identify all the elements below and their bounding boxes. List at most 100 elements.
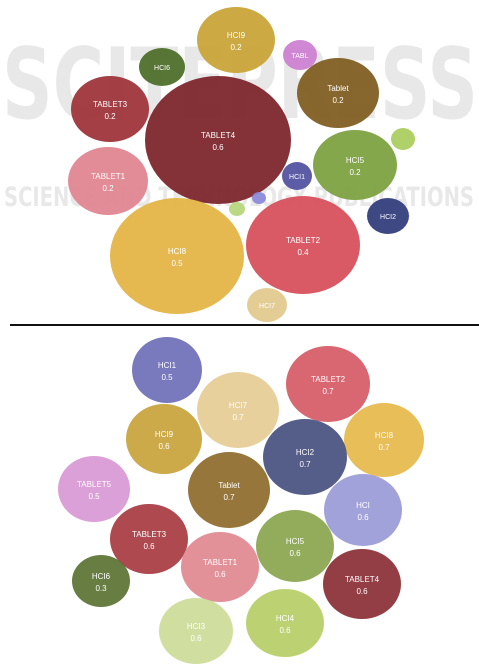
bubble-shape [159,598,233,664]
bubble-label: TABLET4 [345,575,380,584]
bubble-hci2-10: HCI2 [367,198,409,234]
bubble-shape [126,404,202,474]
bubble-hci5-8: HCI5 0.2 [313,130,397,200]
bubble-tablet3-3: TABLET3 0.2 [71,76,149,142]
bubble-shape [313,130,397,200]
bubble-shape [58,456,130,522]
bubble-value: 0.6 [212,143,224,152]
bubble-label: TABLET1 [203,558,238,567]
bubble-label: TABLET2 [286,236,321,245]
bubble-label: HCI6 [154,65,170,72]
bubble-label: HCI5 [346,156,365,165]
bubble-label: HCI1 [289,174,305,181]
bubble-value: 0.2 [104,112,116,121]
bubble-value: 0.5 [171,259,183,268]
bubble-tablet2-1: TABLET2 0.7 [286,346,370,422]
bubble-value: 0.6 [357,513,369,522]
bubble-unlabeled-11 [252,192,266,204]
bubble-shape [286,346,370,422]
bubble-hci9-3: HCI9 0.6 [126,404,202,474]
bubble-label: HCI7 [259,303,275,310]
bubble-shape [110,504,188,574]
bubble-value: 0.6 [158,442,170,451]
bubble-shape [391,128,415,150]
bubble-label: HCI5 [286,537,305,546]
bubble-label: TABLET2 [311,375,346,384]
bubble-shape [256,510,334,582]
bubble-value: 0.6 [214,570,226,579]
bubble-label: HCI8 [375,431,394,440]
bubble-hci9-0: HCI9 0.2 [197,7,275,73]
bubble-shape [367,198,409,234]
bubble-shape [246,589,324,657]
bubble-shape [324,474,402,546]
bubble-value: 0.3 [95,584,107,593]
bubble-shape [188,452,270,528]
bubble-shape [323,549,401,619]
bubble-hci1-7: HCI1 [282,162,312,190]
bubble-unlabeled-12 [229,202,245,216]
bubble-shape [263,419,347,495]
bubble-hci8-4: HCI8 0.7 [344,403,424,477]
bubble-unlabeled-9 [391,128,415,150]
bubble-tablet4-13: TABLET4 0.6 [323,549,401,619]
bubble-label: HCI4 [276,614,295,623]
bubble-value: 0.2 [230,43,242,52]
bubble-hci6-1: HCI6 [139,48,185,86]
bubble-label: Tablet [327,84,349,93]
bubble-value: 0.5 [88,492,100,501]
bubble-value: 0.7 [223,493,235,502]
bubble-value: 0.2 [349,168,361,177]
bubble-label: HCI1 [158,361,177,370]
bubble-hci7-2: HCI7 0.7 [197,372,279,448]
bubble-value: 0.6 [143,542,155,551]
bubble-tablet3-9: TABLET3 0.6 [110,504,188,574]
bubble-value: 0.5 [161,373,173,382]
bubble-value: 0.6 [279,626,291,635]
bubble-shape [197,7,275,73]
bubble-tablet1-11: TABLET1 0.6 [181,532,259,602]
bubble-value: 0.2 [332,96,344,105]
bubble-shape [71,76,149,142]
bubble-label: HCI8 [168,247,187,256]
bubble-hci2-5: HCI2 0.7 [263,419,347,495]
bubble-hci1-0: HCI1 0.5 [132,337,202,403]
bubble-shape [282,162,312,190]
bubble-value: 0.4 [297,248,309,257]
bubble-label: TABLET4 [201,131,236,140]
bubble-shape [283,40,317,70]
bubble-hci8-13: HCI8 0.5 [110,198,244,314]
bubble-shape [197,372,279,448]
bubble-hci3-15: HCI3 0.6 [159,598,233,664]
bubble-label: HCI [356,501,370,510]
bubble-value: 0.6 [356,587,368,596]
bubble-shape [110,198,244,314]
bubble-shape [72,555,130,607]
bubble-label: Tablet [218,481,240,490]
bubble-value: 0.6 [289,549,301,558]
bubble-shape [145,76,291,204]
bubble-value: 0.6 [190,634,202,643]
bubble-label: HCI7 [229,401,248,410]
bubble-label: HCI9 [155,430,174,439]
bubble-value: 0.7 [299,460,311,469]
bubble-hci-8: HCI 0.6 [324,474,402,546]
bubble-shape [297,58,379,128]
bubble-value: 0.7 [232,413,244,422]
bubble-hci5-10: HCI5 0.6 [256,510,334,582]
bubble-label: TABLET3 [93,100,128,109]
bubble-value: 0.7 [378,443,390,452]
bubble-label: TABLET3 [132,530,167,539]
bubble-tablet2-14: TABLET2 0.4 [246,196,360,294]
bubble-tablet-5: Tablet 0.2 [297,58,379,128]
bubble-label: HCI2 [296,448,315,457]
bubble-shape [132,337,202,403]
bubble-label: TABL [292,53,309,60]
bubble-tablet-7: Tablet 0.7 [188,452,270,528]
bubble-value: 0.7 [322,387,334,396]
bubble-shape [246,196,360,294]
bubble-hci4-14: HCI4 0.6 [246,589,324,657]
bubble-tabl-2: TABL [283,40,317,70]
bubble-chart-top: HCI9 0.2 HCI6 TABL TABLET3 0.2 TABLET4 0.6 Table… [68,7,415,322]
